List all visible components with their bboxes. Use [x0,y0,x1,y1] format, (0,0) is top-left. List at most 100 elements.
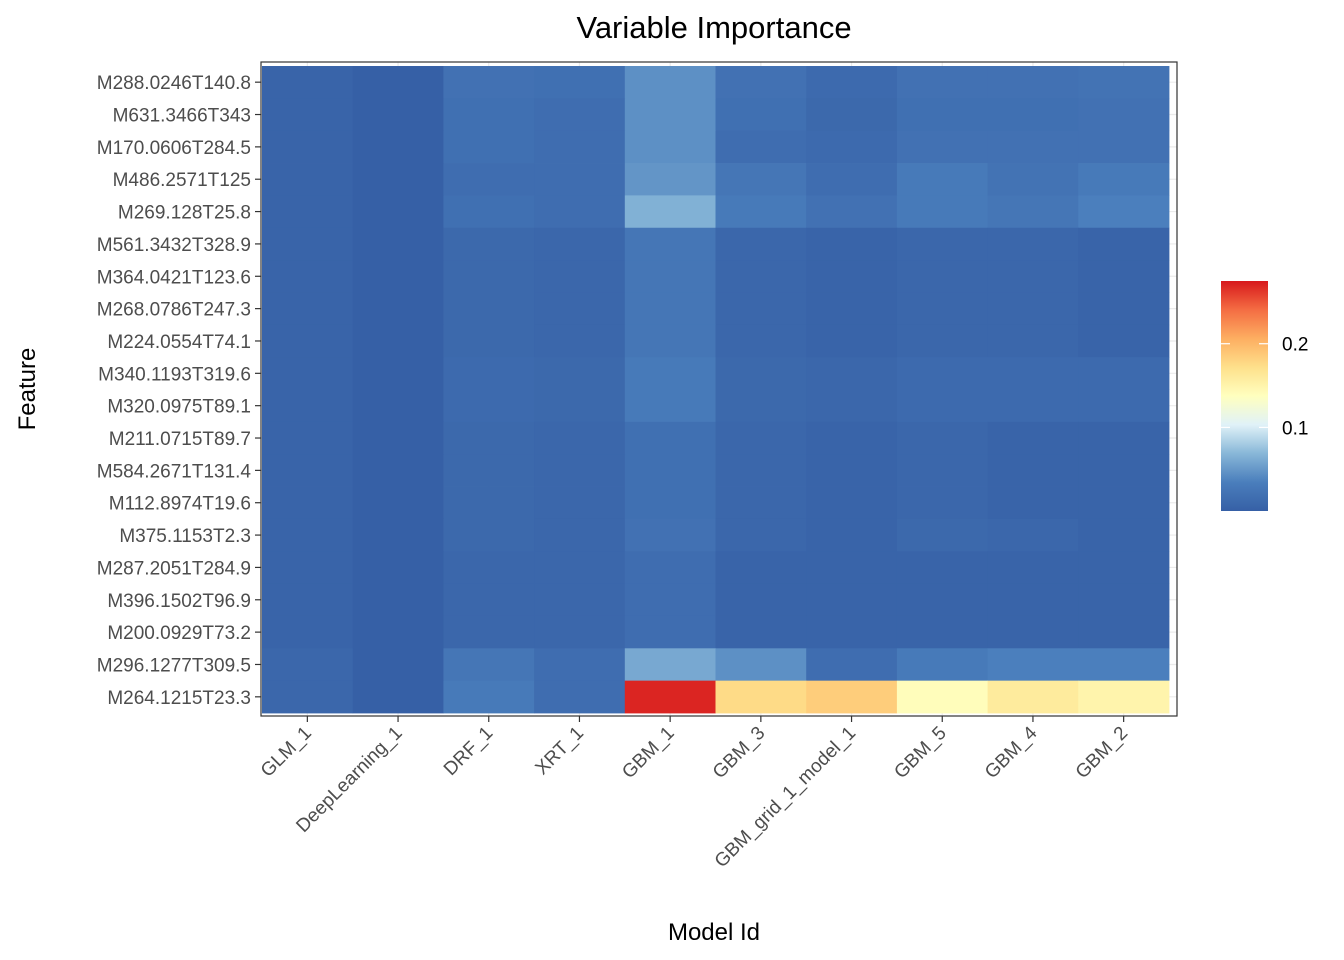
heatmap-cell [443,583,535,617]
heatmap-cell [262,195,354,229]
colorbar-tick-label: 0.2 [1282,335,1308,356]
heatmap-cell [624,583,716,617]
heatmap-cell [443,615,535,649]
heatmap-cell [443,292,535,326]
heatmap-cell [352,551,444,584]
heatmap-cell [896,98,988,132]
heatmap-cell [1078,292,1170,326]
heatmap-cell [896,195,988,229]
heatmap-cell [806,195,898,229]
heatmap-cell [1078,66,1170,99]
heatmap-cell [443,551,535,584]
heatmap-cell [896,680,988,714]
heatmap-cell [624,163,716,196]
y-tick-label: M375.1153T2.3 [119,526,251,547]
heatmap-cell [443,648,535,682]
heatmap-cell [443,163,535,196]
heatmap-cell [896,357,988,390]
heatmap-cell [806,260,898,293]
heatmap-cell [896,421,988,455]
heatmap-cell [987,421,1079,455]
heatmap-cell [987,260,1079,293]
y-tick-label: M631.3466T343 [113,106,251,127]
heatmap-cell [443,680,535,714]
x-tick-label: GBM_4 [981,722,1042,783]
heatmap-cell [443,518,535,552]
y-tick-label: M561.3432T328.9 [97,235,251,256]
heatmap-cell [534,454,626,487]
heatmap-cell [534,195,626,229]
heatmap-cell [262,163,354,196]
y-tick-label: M264.1215T23.3 [107,688,251,709]
heatmap-cell [806,648,898,682]
heatmap-cell [806,518,898,552]
heatmap-cell [534,98,626,132]
heatmap-cell [352,324,444,358]
y-tick-label: M112.8974T19.6 [109,494,251,515]
heatmap-cell [262,648,354,682]
heatmap-cell [624,648,716,682]
heatmap-cell [624,454,716,487]
heatmap-cell [624,324,716,358]
chart-title: Variable Importance [576,10,851,45]
y-tick-label: M269.128T25.8 [118,203,251,224]
heatmap-cell [262,615,354,649]
heatmap-cell [1078,227,1170,261]
heatmap-cell [806,292,898,326]
heatmap-cell [534,615,626,649]
heatmap-cell [715,615,807,649]
heatmap-cell [534,648,626,682]
heatmap-cell [443,98,535,132]
heatmap-cell [624,357,716,390]
heatmap-cell [534,421,626,455]
heatmap-cell [534,680,626,714]
heatmap-cell [262,130,354,164]
heatmap-cell [987,454,1079,487]
x-axis-title: Model Id [668,919,760,946]
heatmap-cell [352,98,444,132]
heatmap-cells [262,66,1170,714]
heatmap-cell [806,324,898,358]
y-tick-label: M200.0929T73.2 [107,623,251,644]
heatmap-cell [715,680,807,714]
heatmap-cell [262,357,354,390]
y-tick-label: M584.2671T131.4 [97,461,252,482]
heatmap-cell [715,421,807,455]
heatmap-cell [896,324,988,358]
x-tick-label: DRF_1 [440,723,497,780]
heatmap-cell [262,421,354,455]
heatmap-cell [534,486,626,520]
heatmap-cell [352,195,444,229]
heatmap-cell [1078,518,1170,552]
heatmap-cell [987,389,1079,423]
y-tick-label: M288.0246T140.8 [97,73,251,94]
heatmap-cell [896,615,988,649]
heatmap-cell [987,518,1079,552]
heatmap-cell [352,260,444,293]
heatmap-cell [715,163,807,196]
heatmap-cell [987,195,1079,229]
heatmap-cell [1078,648,1170,682]
heatmap-cell [987,357,1079,390]
heatmap-cell [806,98,898,132]
heatmap-cell [1078,486,1170,520]
colorbar-gradient [1221,281,1268,511]
heatmap-cell [806,66,898,99]
heatmap-cell [715,98,807,132]
heatmap-cell [352,66,444,99]
y-tick-label: M396.1502T96.9 [107,591,251,612]
heatmap-cell [352,648,444,682]
heatmap-cell [715,389,807,423]
heatmap-cell [352,389,444,423]
heatmap-cell [987,227,1079,261]
heatmap-cell [715,260,807,293]
heatmap-cell [1078,98,1170,132]
heatmap-cell [262,389,354,423]
heatmap-cell [262,292,354,326]
heatmap-cell [352,680,444,714]
heatmap-cell [624,680,716,714]
heatmap-cell [262,551,354,584]
colorbar-tick-label: 0.1 [1282,418,1308,439]
heatmap-cell [1078,583,1170,617]
